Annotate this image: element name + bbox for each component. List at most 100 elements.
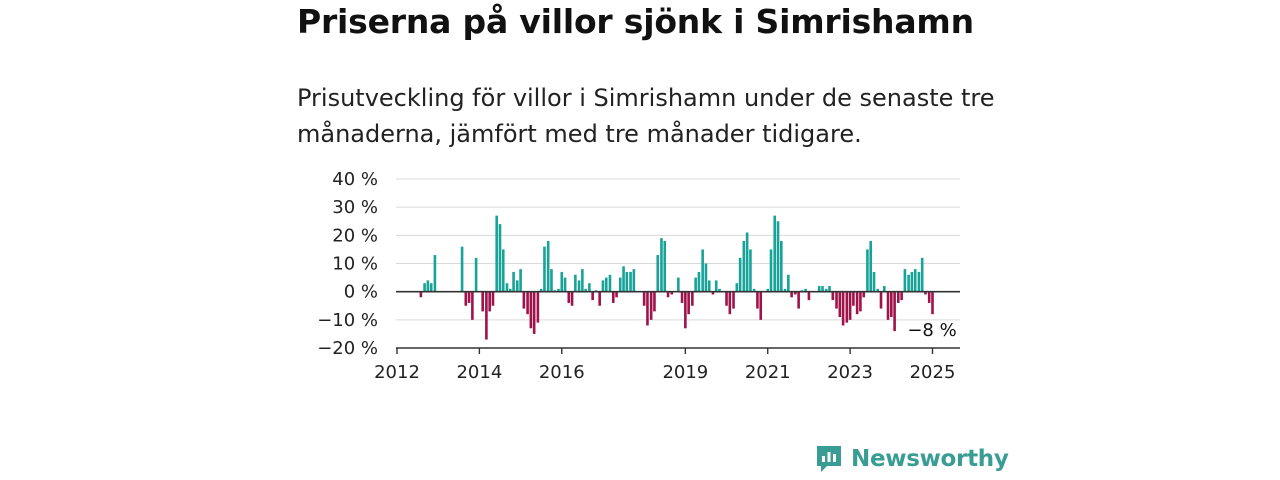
chart-subtitle: Prisutveckling för villor i Simrishamn u… [297,84,995,148]
bar [557,288,560,292]
bar [910,271,914,292]
bar [927,291,931,303]
bar [629,271,632,292]
bar [526,291,529,315]
bar [913,269,917,292]
bar [707,280,711,292]
bar [903,269,907,292]
bar [783,288,787,292]
bar [467,291,471,303]
bar [481,291,484,312]
bar [464,291,468,306]
bar [691,291,694,306]
bar [821,286,824,292]
bar [488,291,491,312]
bar [883,286,886,292]
bar [862,291,866,298]
bar [900,291,903,301]
bar [501,249,505,292]
bar [931,291,934,315]
bar [725,291,728,306]
bar [766,288,770,292]
bar [429,283,433,292]
bar [656,255,660,292]
bar [550,269,553,292]
bar [574,274,577,292]
bar [666,291,670,298]
bar [543,246,546,292]
bar [752,288,756,292]
y-tick-label: 20 % [332,225,378,246]
bar [838,291,842,318]
bar [474,257,478,292]
bar [697,271,701,292]
bar [598,291,601,306]
bar [653,291,656,312]
bar [433,255,437,292]
bar [419,291,423,298]
x-tick-label: 2021 [745,362,791,383]
bar [485,291,488,340]
bar [756,291,759,309]
bar [852,291,855,306]
bar [677,277,680,292]
bar [546,240,550,292]
bar [670,291,674,295]
bar [563,277,567,292]
bar [866,249,869,292]
bar [776,221,780,292]
bar [924,291,927,295]
bar [759,291,763,320]
axes: 40 % 30 % 20 % 10 % 0 % −10 % −20 % 2012 2014 201… [317,169,960,383]
bar [897,291,900,303]
bar [604,277,608,292]
bar [745,232,749,292]
y-tick-label: 40 % [332,169,378,190]
bar [646,291,649,326]
y-tick-label: 10 % [332,254,378,275]
bar [618,277,622,292]
bar [787,274,790,292]
bar [728,291,732,315]
last-value-annotation: −8 % [907,320,956,341]
bar [539,288,543,292]
bar [869,240,873,292]
bar [529,291,533,329]
bar [460,246,464,292]
bar [848,291,852,320]
bar [512,271,515,292]
x-tick-label: 2012 [374,362,420,383]
bar [532,291,536,334]
bar [714,280,718,292]
bar [423,283,426,292]
bar [701,249,704,292]
bar [588,283,591,292]
bar [769,249,773,292]
bars [419,215,934,340]
bar [732,291,735,309]
bar [893,291,896,332]
bar [498,224,502,292]
bar [519,269,522,292]
bar [742,240,746,292]
bar [680,291,684,303]
x-tick-label: 2025 [910,362,956,383]
bar [790,291,793,298]
bar [831,291,835,301]
bar [570,291,574,306]
bar [471,291,474,320]
bar [591,291,594,301]
bar [835,291,838,309]
bar [718,288,721,292]
bar [495,215,498,292]
bar [704,263,708,292]
bar [584,288,587,292]
bar [738,257,742,292]
bar [872,271,876,292]
bar [491,291,495,306]
bar [807,291,811,301]
y-tick-label: 0 % [344,282,378,303]
bar [687,291,690,315]
brand-name: Newsworthy [851,446,1009,472]
bar [824,288,828,292]
